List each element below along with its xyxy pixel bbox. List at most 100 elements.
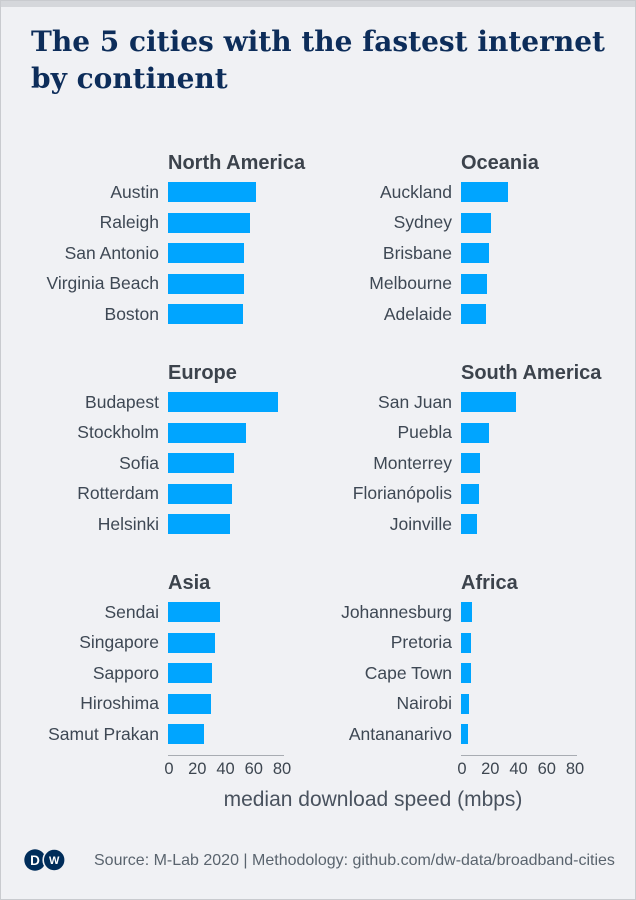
title-line-2: by continent	[31, 62, 228, 95]
bar-track	[168, 483, 286, 504]
speed-bar	[168, 273, 244, 294]
dw-logo-letter-w: W	[49, 855, 60, 867]
x-axis-ticks: 0 20 40 60 80	[164, 759, 291, 782]
bar-row: Sendai	[21, 597, 321, 628]
bar-track	[461, 514, 579, 535]
speed-bar	[168, 514, 231, 535]
speed-bar	[168, 724, 204, 745]
bar-row: Florianópolis	[314, 479, 614, 510]
speed-bar	[168, 243, 245, 264]
axis-tick-label: 80	[272, 759, 292, 778]
city-label: Nairobi	[396, 693, 452, 714]
x-axis: 0 20 40 60 80	[164, 754, 291, 782]
bar-track	[168, 243, 286, 264]
chart-title: Oceania	[461, 152, 539, 174]
city-label: Boston	[104, 303, 159, 324]
bar-row: Stockholm	[21, 418, 321, 449]
chart-rows: Sendai Singapore Sapporo Hiroshima Samut Pra…	[21, 597, 321, 750]
speed-bar	[461, 243, 489, 264]
city-label: Rotterdam	[77, 483, 159, 504]
bar-row: Samut Prakan	[21, 719, 321, 750]
city-label: San Juan	[378, 391, 452, 412]
bar-track	[168, 602, 286, 623]
city-label: Pretoria	[390, 632, 452, 653]
chart-rows: Auckland Sydney Brisbane Melbourne Adelaide	[314, 177, 614, 330]
bar-track	[168, 212, 286, 233]
city-label: Austin	[110, 181, 159, 202]
bar-row: Raleigh	[21, 208, 321, 239]
speed-bar	[168, 632, 216, 653]
city-label: Sofia	[119, 452, 159, 473]
speed-bar	[168, 392, 279, 413]
city-label: Johannesburg	[341, 601, 452, 622]
bar-track	[168, 182, 286, 203]
chart-africa: Africa Johannesburg Pretoria Cape Town Nair…	[314, 569, 614, 782]
bar-row: Pretoria	[314, 628, 614, 659]
speed-bar	[461, 392, 517, 413]
speed-bar	[461, 693, 469, 714]
axis-tick-label: 0	[164, 759, 174, 778]
bar-track	[168, 273, 286, 294]
speed-bar	[168, 304, 243, 325]
x-axis-line	[461, 754, 577, 756]
axis-tick-label: 60	[537, 759, 556, 778]
axis-tick-label: 80	[565, 759, 585, 778]
chart-rows: Johannesburg Pretoria Cape Town Nairobi Anta…	[314, 597, 614, 750]
chart-title: Africa	[461, 572, 518, 594]
bar-row: San Juan	[314, 387, 614, 418]
bar-row: Sofia	[21, 448, 321, 479]
bar-track	[461, 693, 579, 714]
bar-track	[168, 304, 286, 325]
speed-bar	[461, 273, 488, 294]
bar-track	[461, 392, 579, 413]
bar-row: Antananarivo	[314, 719, 614, 750]
chart-south-america: South America San Juan Puebla Monterrey Flo…	[314, 359, 614, 540]
bar-row: Melbourne	[314, 269, 614, 300]
city-label: Helsinki	[97, 513, 159, 534]
source-text: Source: M-Lab 2020 | Methodology: github…	[94, 852, 615, 869]
speed-bar	[461, 602, 472, 623]
axis-tick-label: 40	[216, 759, 235, 778]
bar-row: Boston	[21, 299, 321, 330]
city-label: Budapest	[85, 391, 159, 412]
speed-bar	[168, 212, 250, 233]
bar-row: Singapore	[21, 628, 321, 659]
bar-row: Nairobi	[314, 689, 614, 720]
speed-bar	[461, 483, 480, 504]
bar-track	[461, 453, 579, 474]
speed-bar	[168, 422, 246, 443]
bar-row: Auckland	[314, 177, 614, 208]
chart-rows: Budapest Stockholm Sofia Rotterdam Helsinki	[21, 387, 321, 540]
city-label: Joinville	[389, 513, 452, 534]
bar-row: Johannesburg	[314, 597, 614, 628]
bar-track	[461, 212, 579, 233]
city-label: Sapporo	[92, 662, 159, 683]
bar-track	[461, 602, 579, 623]
bar-row: Cape Town	[314, 658, 614, 689]
x-axis: 0 20 40 60 80	[457, 754, 584, 782]
city-label: Brisbane	[382, 242, 452, 263]
speed-bar	[168, 483, 233, 504]
speed-bar	[461, 724, 469, 745]
dw-logo-icon: D W	[24, 848, 66, 872]
city-label: Sydney	[393, 212, 452, 233]
bar-track	[461, 304, 579, 325]
bar-track	[461, 243, 579, 264]
bar-track	[168, 632, 286, 653]
bar-row: Budapest	[21, 387, 321, 418]
city-label: Monterrey	[373, 452, 452, 473]
bar-row: Virginia Beach	[21, 269, 321, 300]
axis-tick-label: 20	[481, 759, 500, 778]
speed-bar	[461, 182, 508, 203]
axis-tick-label: 0	[457, 759, 467, 778]
bar-track	[461, 724, 579, 745]
bar-track	[461, 483, 579, 504]
city-label: Auckland	[380, 181, 452, 202]
speed-bar	[168, 663, 212, 684]
city-label: Cape Town	[364, 662, 452, 683]
bar-row: Brisbane	[314, 238, 614, 269]
bar-row: Rotterdam	[21, 479, 321, 510]
bar-row: Hiroshima	[21, 689, 321, 720]
speed-bar	[461, 514, 478, 535]
bar-row: Joinville	[314, 509, 614, 540]
